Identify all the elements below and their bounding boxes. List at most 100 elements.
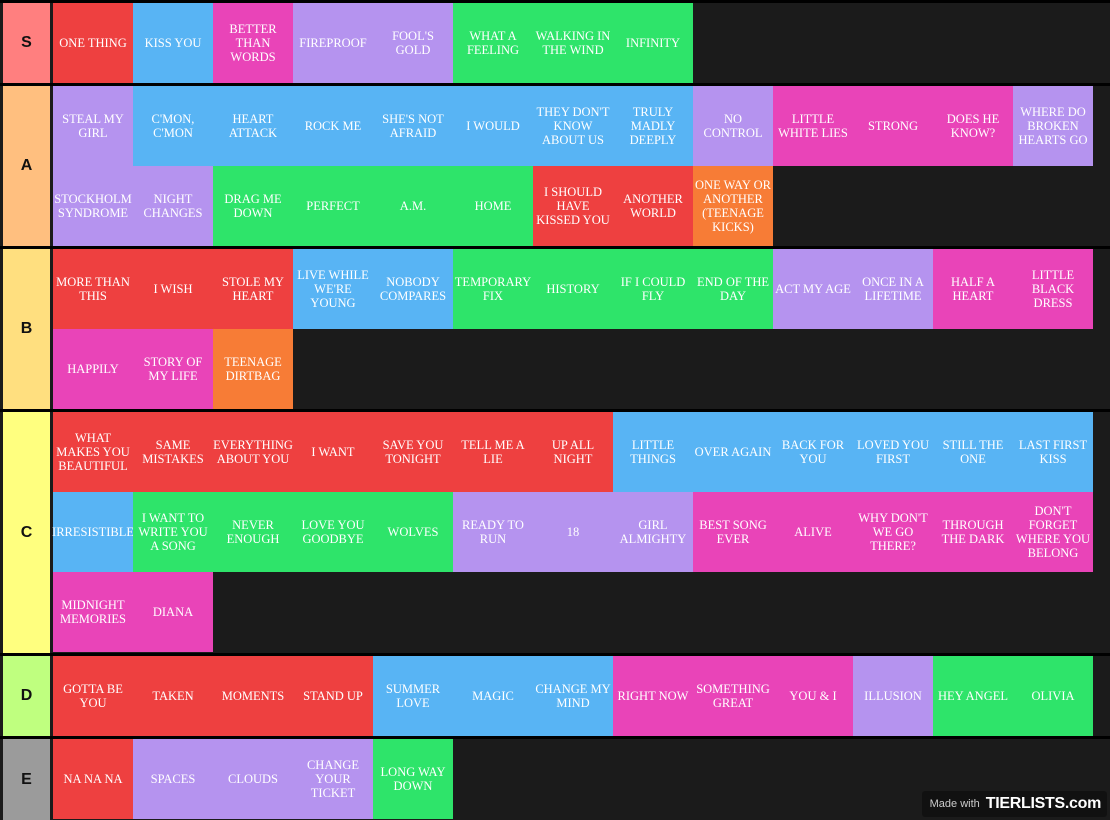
song-tile[interactable]: PERFECT <box>293 166 373 246</box>
song-tile[interactable]: YOU & I <box>773 656 853 736</box>
song-tile[interactable]: I SHOULD HAVE KISSED YOU <box>533 166 613 246</box>
song-tile[interactable]: STOLE MY HEART <box>213 249 293 329</box>
song-tile[interactable]: NOBODY COMPARES <box>373 249 453 329</box>
song-tile[interactable]: SHE'S NOT AFRAID <box>373 86 453 166</box>
song-tile[interactable]: MORE THAN THIS <box>53 249 133 329</box>
song-tile[interactable]: HEART ATTACK <box>213 86 293 166</box>
song-tile[interactable]: SUMMER LOVE <box>373 656 453 736</box>
song-tile[interactable]: ACT MY AGE <box>773 249 853 329</box>
song-tile[interactable]: STRONG <box>853 86 933 166</box>
song-tile[interactable]: A.M. <box>373 166 453 246</box>
song-tile[interactable]: READY TO RUN <box>453 492 533 572</box>
song-tile[interactable]: NEVER ENOUGH <box>213 492 293 572</box>
tier-label-s[interactable]: S <box>3 3 50 83</box>
song-tile[interactable]: TEENAGE DIRTBAG <box>213 329 293 409</box>
song-tile[interactable]: WHY DON'T WE GO THERE? <box>853 492 933 572</box>
song-tile[interactable]: DRAG ME DOWN <box>213 166 293 246</box>
song-tile[interactable]: IF I COULD FLY <box>613 249 693 329</box>
song-tile[interactable]: HOME <box>453 166 533 246</box>
song-tile[interactable]: BACK FOR YOU <box>773 412 853 492</box>
song-tile[interactable]: DON'T FORGET WHERE YOU BELONG <box>1013 492 1093 572</box>
song-tile[interactable]: SPACES <box>133 739 213 819</box>
song-tile[interactable]: END OF THE DAY <box>693 249 773 329</box>
song-tile[interactable]: CLOUDS <box>213 739 293 819</box>
song-tile[interactable]: HALF A HEART <box>933 249 1013 329</box>
song-tile[interactable]: THROUGH THE DARK <box>933 492 1013 572</box>
song-tile[interactable]: LONG WAY DOWN <box>373 739 453 819</box>
song-tile[interactable]: LOVE YOU GOODBYE <box>293 492 373 572</box>
tier-label-e[interactable]: E <box>3 739 50 820</box>
song-tile[interactable]: TEMPORARY FIX <box>453 249 533 329</box>
song-tile[interactable]: UP ALL NIGHT <box>533 412 613 492</box>
song-tile[interactable]: SAME MISTAKES <box>133 412 213 492</box>
song-tile[interactable]: LITTLE WHITE LIES <box>773 86 853 166</box>
song-tile[interactable]: GOTTA BE YOU <box>53 656 133 736</box>
song-tile[interactable]: KISS YOU <box>133 3 213 83</box>
song-tile[interactable]: I WANT TO WRITE YOU A SONG <box>133 492 213 572</box>
song-tile[interactable]: WHAT A FEELING <box>453 3 533 83</box>
song-tile[interactable]: IRRESISTIBLE <box>52 492 134 572</box>
song-tile[interactable]: BEST SONG EVER <box>693 492 773 572</box>
song-tile[interactable]: LITTLE THINGS <box>613 412 693 492</box>
tier-label-b[interactable]: B <box>3 249 50 409</box>
song-tile[interactable]: BETTER THAN WORDS <box>213 3 293 83</box>
song-tile[interactable]: OLIVIA <box>1013 656 1093 736</box>
song-tile[interactable]: EVERYTHING ABOUT YOU <box>213 412 293 492</box>
song-tile[interactable]: INFINITY <box>613 3 693 83</box>
song-tile[interactable]: C'MON, C'MON <box>133 86 213 166</box>
song-tile[interactable]: DIANA <box>133 572 213 652</box>
song-tile[interactable]: TAKEN <box>133 656 213 736</box>
song-tile[interactable]: CHANGE YOUR TICKET <box>293 739 373 819</box>
song-tile[interactable]: WHAT MAKES YOU BEAUTIFUL <box>53 412 133 492</box>
tier-label-a[interactable]: A <box>3 86 50 246</box>
song-tile[interactable]: WOLVES <box>373 492 453 572</box>
song-tile[interactable]: I WOULD <box>453 86 533 166</box>
song-tile[interactable]: STEAL MY GIRL <box>53 86 133 166</box>
song-tile[interactable]: SAVE YOU TONIGHT <box>373 412 453 492</box>
song-tile[interactable]: MIDNIGHT MEMORIES <box>53 572 133 652</box>
song-tile[interactable]: ONCE IN A LIFETIME <box>853 249 933 329</box>
song-tile[interactable]: RIGHT NOW <box>613 656 693 736</box>
song-tile[interactable]: NIGHT CHANGES <box>133 166 213 246</box>
song-tile[interactable]: STILL THE ONE <box>933 412 1013 492</box>
song-tile[interactable]: SOMETHING GREAT <box>693 656 773 736</box>
song-tile[interactable]: ANOTHER WORLD <box>613 166 693 246</box>
song-tile[interactable]: ONE THING <box>53 3 133 83</box>
song-tile[interactable]: STAND UP <box>293 656 373 736</box>
song-tile[interactable]: HEY ANGEL <box>933 656 1013 736</box>
song-tile[interactable]: ROCK ME <box>293 86 373 166</box>
song-tile[interactable]: MOMENTS <box>213 656 293 736</box>
song-tile[interactable]: HAPPILY <box>53 329 133 409</box>
song-tile[interactable]: LITTLE BLACK DRESS <box>1013 249 1093 329</box>
song-tile[interactable]: THEY DON'T KNOW ABOUT US <box>533 86 613 166</box>
song-tile[interactable]: I WANT <box>293 412 373 492</box>
song-tile[interactable]: STOCKHOLM SYNDROME <box>53 166 133 246</box>
song-tile[interactable]: ALIVE <box>773 492 853 572</box>
song-tile[interactable]: TRULY MADLY DEEPLY <box>613 86 693 166</box>
song-tile[interactable]: 18 <box>533 492 613 572</box>
song-tile[interactable]: NA NA NA <box>53 739 133 819</box>
song-tile[interactable]: DOES HE KNOW? <box>933 86 1013 166</box>
song-tile[interactable]: LIVE WHILE WE'RE YOUNG <box>293 249 373 329</box>
song-tile[interactable]: TELL ME A LIE <box>453 412 533 492</box>
tierlists-logo[interactable]: TIERLISTS.com <box>985 795 1102 812</box>
tier-label-d[interactable]: D <box>3 656 50 736</box>
song-tile[interactable]: FOOL'S GOLD <box>373 3 453 83</box>
song-tile[interactable]: NO CONTROL <box>693 86 773 166</box>
song-tile[interactable]: FIREPROOF <box>293 3 373 83</box>
song-tile[interactable]: LAST FIRST KISS <box>1013 412 1093 492</box>
song-tile[interactable]: ILLUSION <box>853 656 933 736</box>
song-tile[interactable]: WALKING IN THE WIND <box>533 3 613 83</box>
song-tile[interactable]: CHANGE MY MIND <box>533 656 613 736</box>
song-tile[interactable]: OVER AGAIN <box>693 412 773 492</box>
song-tile[interactable]: HISTORY <box>533 249 613 329</box>
song-tile[interactable]: GIRL ALMIGHTY <box>613 492 693 572</box>
song-tile[interactable]: LOVED YOU FIRST <box>853 412 933 492</box>
made-with-badge[interactable]: Made with TIERLISTS.com <box>921 791 1107 817</box>
tier-label-c[interactable]: C <box>3 412 50 653</box>
song-tile[interactable]: ONE WAY OR ANOTHER (TEENAGE KICKS) <box>693 166 773 246</box>
song-tile[interactable]: I WISH <box>133 249 213 329</box>
song-tile[interactable]: WHERE DO BROKEN HEARTS GO <box>1013 86 1093 166</box>
song-tile[interactable]: STORY OF MY LIFE <box>133 329 213 409</box>
song-tile[interactable]: MAGIC <box>453 656 533 736</box>
